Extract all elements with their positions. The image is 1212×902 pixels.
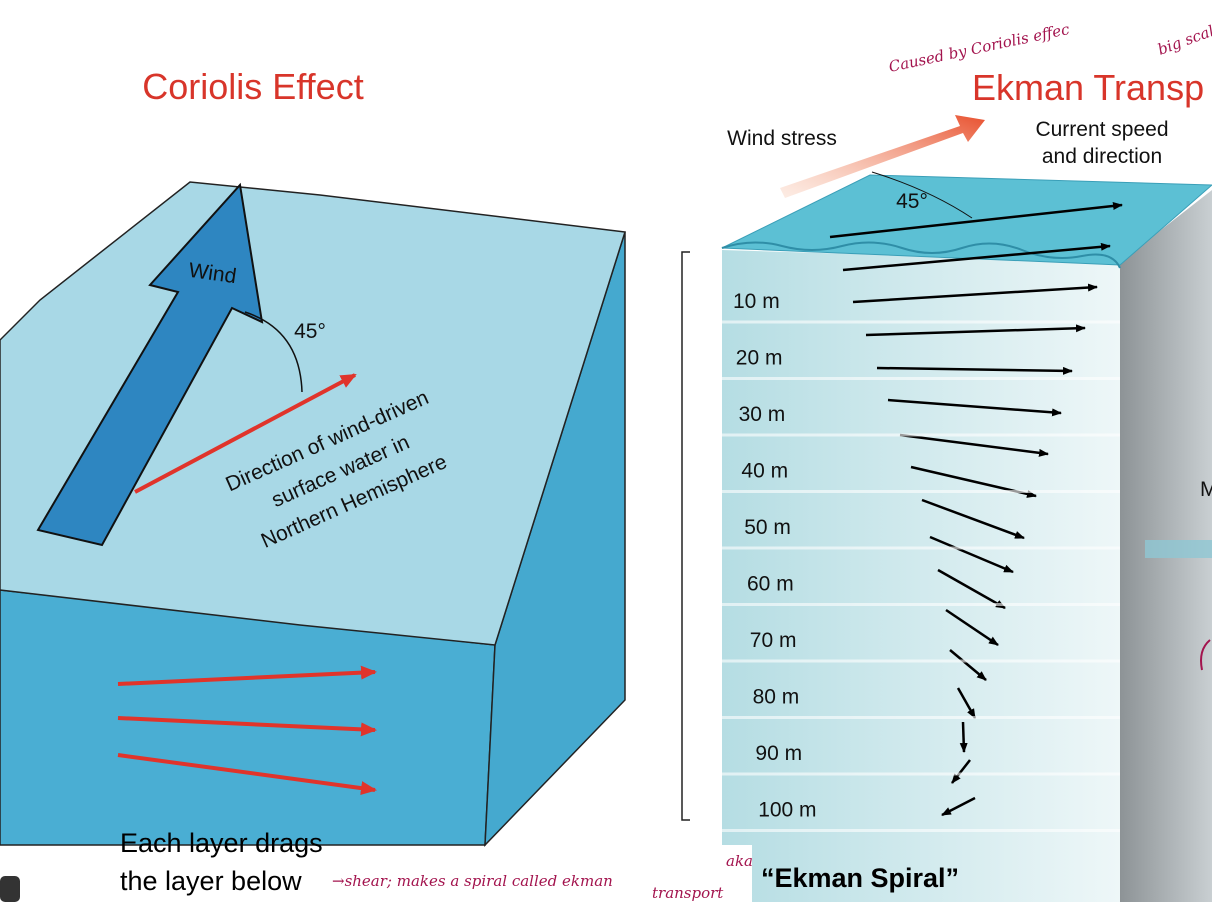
edge-label: M — [1200, 478, 1212, 501]
wind-stress-label: Wind stress — [727, 127, 837, 150]
depth-label: 60 m — [747, 573, 794, 596]
surface-angle: 45° — [896, 190, 928, 213]
current-arrow — [959, 721, 968, 753]
depth-label: 90 m — [755, 742, 802, 765]
current-arrow — [941, 796, 976, 817]
current-arrow — [951, 759, 971, 784]
current-arrow — [956, 687, 977, 719]
depth-label: 40 m — [741, 460, 788, 483]
current-arrow — [899, 433, 1049, 457]
current-arrow — [865, 324, 1086, 337]
left-title: Coriolis Effect — [142, 66, 363, 107]
depth-label: 100 m — [758, 799, 816, 822]
handwritten-note: →shear; makes a spiral called ekman — [332, 872, 613, 890]
handwritten-mark — [1200, 639, 1211, 671]
handwritten-note: aka — [726, 852, 753, 870]
current-arrow — [829, 202, 1123, 239]
ekman-block — [681, 115, 1212, 902]
caption-line: Each layer drags — [120, 828, 323, 858]
coriolis-block — [0, 181, 626, 847]
current-arrow — [921, 498, 1025, 540]
handwritten-note: transport — [652, 884, 724, 902]
angle-label: 45° — [294, 320, 326, 343]
spiral-caption: “Ekman Spiral” — [761, 863, 959, 893]
caption-line: the layer below — [120, 866, 302, 896]
depth-label: 10 m — [733, 290, 780, 313]
depth-label: 80 m — [753, 686, 800, 709]
depth-label: 70 m — [750, 629, 797, 652]
current-arrow — [887, 398, 1062, 417]
corner-tab[interactable] — [0, 876, 20, 902]
outflow-arrow — [1145, 540, 1212, 558]
depth-label: 30 m — [739, 403, 786, 426]
current-arrow — [929, 535, 1014, 574]
current-arrow — [876, 366, 1073, 375]
current-arrow — [852, 283, 1098, 304]
current-label: and direction — [1042, 145, 1162, 168]
current-arrow — [937, 568, 1006, 610]
current-arrow — [949, 649, 987, 681]
handwritten-note: big scal — [1155, 22, 1212, 59]
current-label: Current speed — [1035, 118, 1168, 141]
right-title: Ekman Transp — [972, 67, 1204, 108]
current-arrow — [842, 242, 1111, 272]
current-arrow — [945, 608, 999, 647]
depth-label: 50 m — [744, 516, 791, 539]
depth-label: 20 m — [736, 347, 783, 370]
